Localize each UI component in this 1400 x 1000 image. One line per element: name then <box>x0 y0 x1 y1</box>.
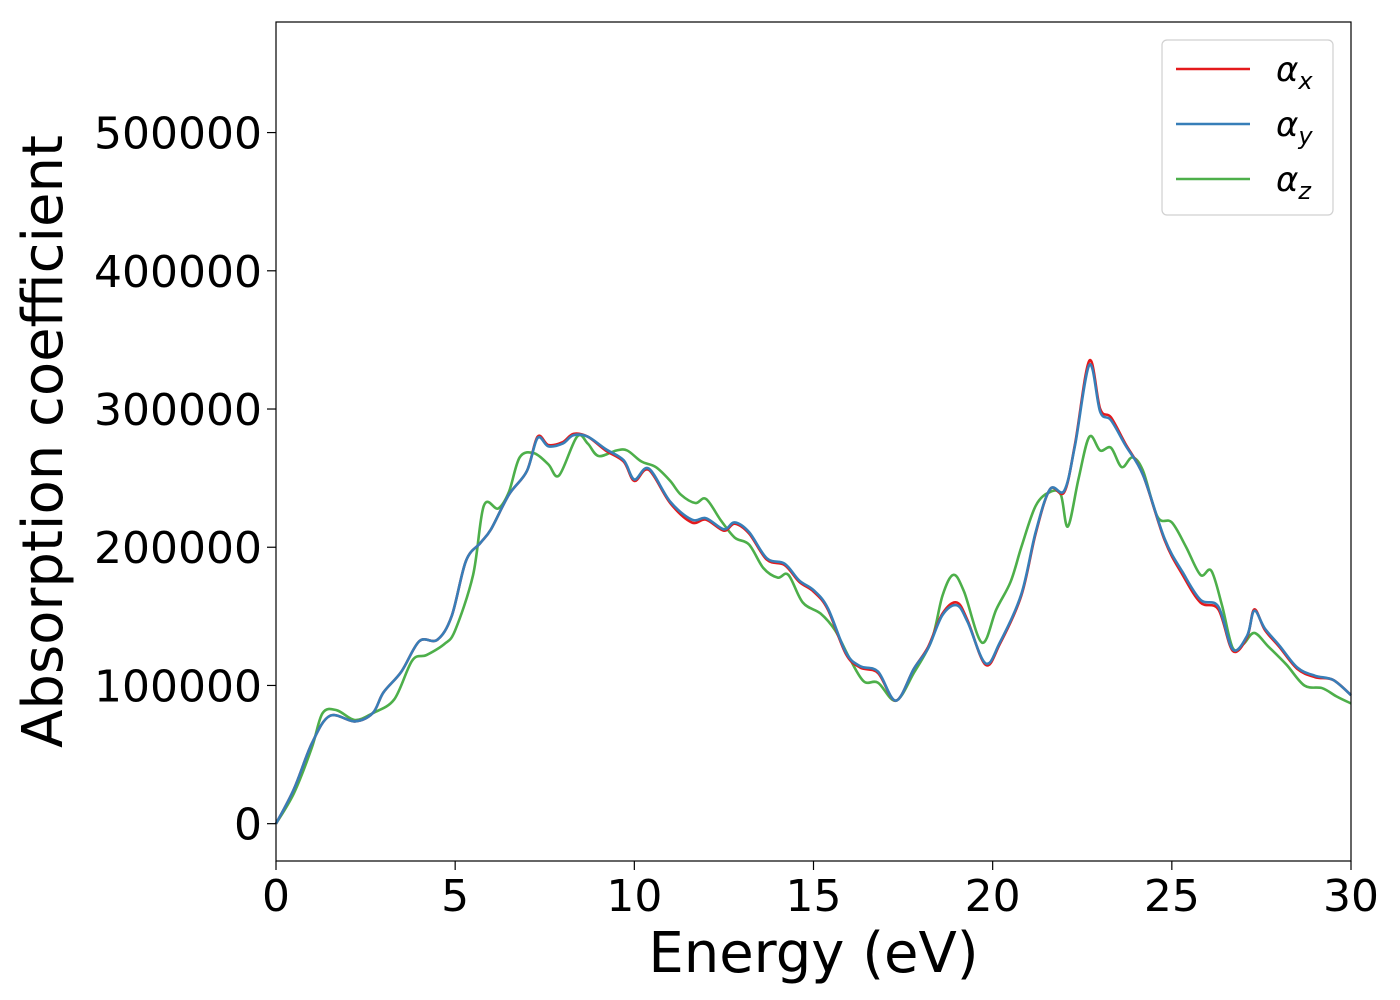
legend-label-alpha-z: αz <box>1276 160 1312 205</box>
y-tick-label: 500000 <box>94 109 262 160</box>
legend-box <box>1161 39 1334 216</box>
series-layer <box>274 359 1352 825</box>
y-axis: 0 100000 200000 300000 400000 500000 <box>94 109 276 851</box>
x-tick-label: 0 <box>262 871 290 922</box>
y-tick-label: 400000 <box>94 247 262 298</box>
x-tick-label: 30 <box>1323 871 1379 922</box>
x-tick-label: 5 <box>441 871 469 922</box>
x-tick-label: 25 <box>1144 871 1200 922</box>
x-tick-label: 15 <box>786 871 842 922</box>
legend: αx αy αz <box>1161 39 1334 216</box>
y-tick-label: 200000 <box>94 523 262 574</box>
y-tick-label: 300000 <box>94 385 262 436</box>
y-tick-label: 0 <box>234 800 262 851</box>
series-line-alpha-y <box>274 363 1352 825</box>
legend-label-alpha-y: αy <box>1276 105 1313 150</box>
x-tick-label: 10 <box>606 871 662 922</box>
y-tick-label: 100000 <box>94 661 262 712</box>
legend-label-alpha-x: αx <box>1276 50 1313 95</box>
x-axis: 0 5 10 15 20 25 30 <box>262 861 1379 922</box>
series-line-alpha-x <box>274 359 1352 825</box>
series-line-alpha-z <box>274 433 1352 825</box>
y-axis-title: Absorption coefficient <box>11 135 76 748</box>
x-axis-title: Energy (eV) <box>648 921 978 986</box>
x-tick-label: 20 <box>965 871 1021 922</box>
